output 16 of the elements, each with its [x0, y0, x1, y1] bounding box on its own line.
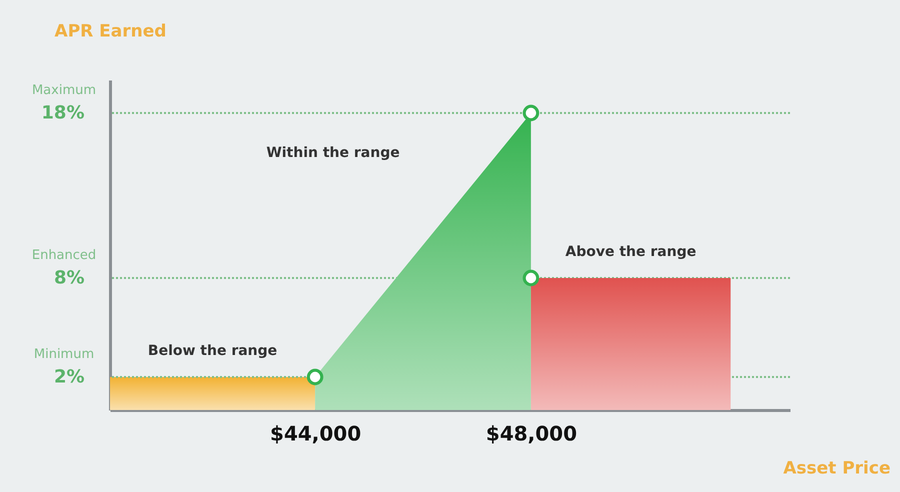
y-axis-title: APR Earned — [54, 22, 166, 42]
x-tick-label: $44,000 — [270, 422, 362, 446]
y-tick-label: 8% — [54, 268, 84, 288]
annotation: Below the range — [148, 343, 278, 359]
point — [522, 104, 540, 122]
point — [522, 270, 540, 286]
ref-line-label: Minimum — [34, 347, 94, 362]
ref-line-label: Maximum — [32, 83, 96, 98]
y-tick-label: 2% — [54, 366, 84, 388]
ref-line-label: Enhanced — [32, 248, 96, 263]
annotation: Above the range — [565, 244, 696, 260]
x-axis-title: Asset Price — [783, 458, 890, 478]
point — [306, 368, 324, 386]
y-tick-label: 18% — [41, 102, 84, 124]
x-tick-label: $48,000 — [486, 422, 577, 446]
annotation: Within the range — [266, 145, 400, 161]
